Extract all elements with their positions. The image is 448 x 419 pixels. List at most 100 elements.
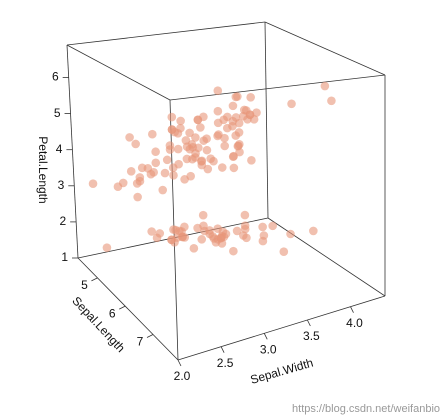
point	[220, 141, 230, 151]
box-edge	[264, 21, 386, 76]
box-edge	[66, 44, 171, 101]
point	[240, 221, 250, 230]
point	[176, 116, 185, 126]
point	[191, 133, 200, 142]
point	[182, 154, 192, 164]
point	[148, 129, 157, 139]
point	[188, 142, 198, 152]
point	[286, 229, 295, 239]
box-edge	[267, 217, 386, 297]
x-tick	[177, 359, 182, 367]
point	[327, 96, 336, 106]
point	[160, 168, 170, 178]
point	[143, 164, 153, 173]
y-tick-label: 6	[109, 306, 116, 320]
point	[198, 210, 208, 220]
point	[155, 229, 165, 238]
box-edge	[66, 21, 266, 46]
point	[167, 235, 176, 245]
point	[147, 227, 156, 236]
point	[169, 171, 178, 180]
point	[199, 136, 209, 145]
point	[162, 155, 172, 165]
point	[239, 105, 249, 115]
x-tick-label: 3.5	[303, 329, 320, 343]
point	[268, 221, 277, 231]
point	[246, 93, 255, 102]
point	[229, 151, 238, 161]
point	[151, 158, 161, 168]
z-axis-title: Petal.Length	[36, 136, 50, 203]
z-tick-label: 4	[56, 142, 63, 156]
point	[247, 156, 256, 165]
point	[240, 210, 250, 220]
z-tick-label: 6	[52, 70, 59, 84]
point	[234, 128, 244, 137]
point	[196, 123, 205, 132]
x-tick	[263, 333, 268, 340]
y-tick-label: 5	[81, 278, 88, 292]
point	[213, 106, 223, 116]
y-tick-label: 7	[137, 335, 144, 349]
point	[189, 244, 199, 253]
point	[113, 182, 123, 191]
point	[173, 144, 183, 154]
z-tick-label: 1	[61, 250, 68, 264]
point	[259, 231, 269, 240]
point	[213, 234, 223, 244]
point	[309, 226, 318, 236]
point	[167, 112, 177, 122]
point	[185, 128, 194, 138]
point	[231, 92, 241, 102]
point	[102, 243, 112, 252]
x-tick	[220, 346, 225, 353]
point	[229, 163, 239, 173]
y-tick	[146, 334, 154, 338]
point	[228, 101, 238, 111]
point	[219, 115, 229, 125]
point	[197, 235, 207, 244]
x-tick-label: 2.0	[174, 369, 191, 383]
point	[229, 246, 238, 256]
box-edge	[169, 74, 386, 101]
point	[287, 99, 296, 109]
point	[165, 141, 175, 150]
point	[158, 185, 168, 195]
point	[239, 231, 248, 240]
point	[135, 176, 145, 186]
point	[213, 224, 223, 233]
point	[131, 139, 140, 149]
point	[177, 227, 186, 236]
z-tick-label: 3	[58, 178, 65, 192]
x-tick-label: 4.0	[346, 316, 363, 330]
z-tick-label: 5	[54, 106, 61, 120]
point	[193, 115, 203, 125]
point	[151, 147, 160, 157]
point	[174, 159, 183, 169]
point	[125, 133, 134, 142]
x-tick-label: 3.0	[260, 343, 277, 357]
point	[245, 110, 255, 119]
point	[213, 86, 223, 96]
point	[190, 153, 200, 162]
point	[232, 226, 242, 236]
watermark: https://blog.csdn.net/weifanbio	[292, 403, 440, 415]
z-tick-label: 2	[59, 214, 66, 228]
point	[88, 179, 98, 189]
box-edge	[264, 21, 269, 219]
point	[239, 111, 248, 121]
y-axis-title: Sepal.Length	[69, 294, 127, 355]
point	[202, 145, 212, 155]
box-edge	[77, 257, 179, 361]
point	[197, 160, 207, 170]
point	[186, 171, 195, 181]
point	[235, 139, 244, 149]
x-tick-label: 2.5	[217, 356, 234, 370]
point	[217, 163, 227, 172]
point	[133, 192, 142, 202]
point	[258, 222, 267, 232]
point	[252, 108, 261, 117]
x-tick	[350, 306, 354, 313]
